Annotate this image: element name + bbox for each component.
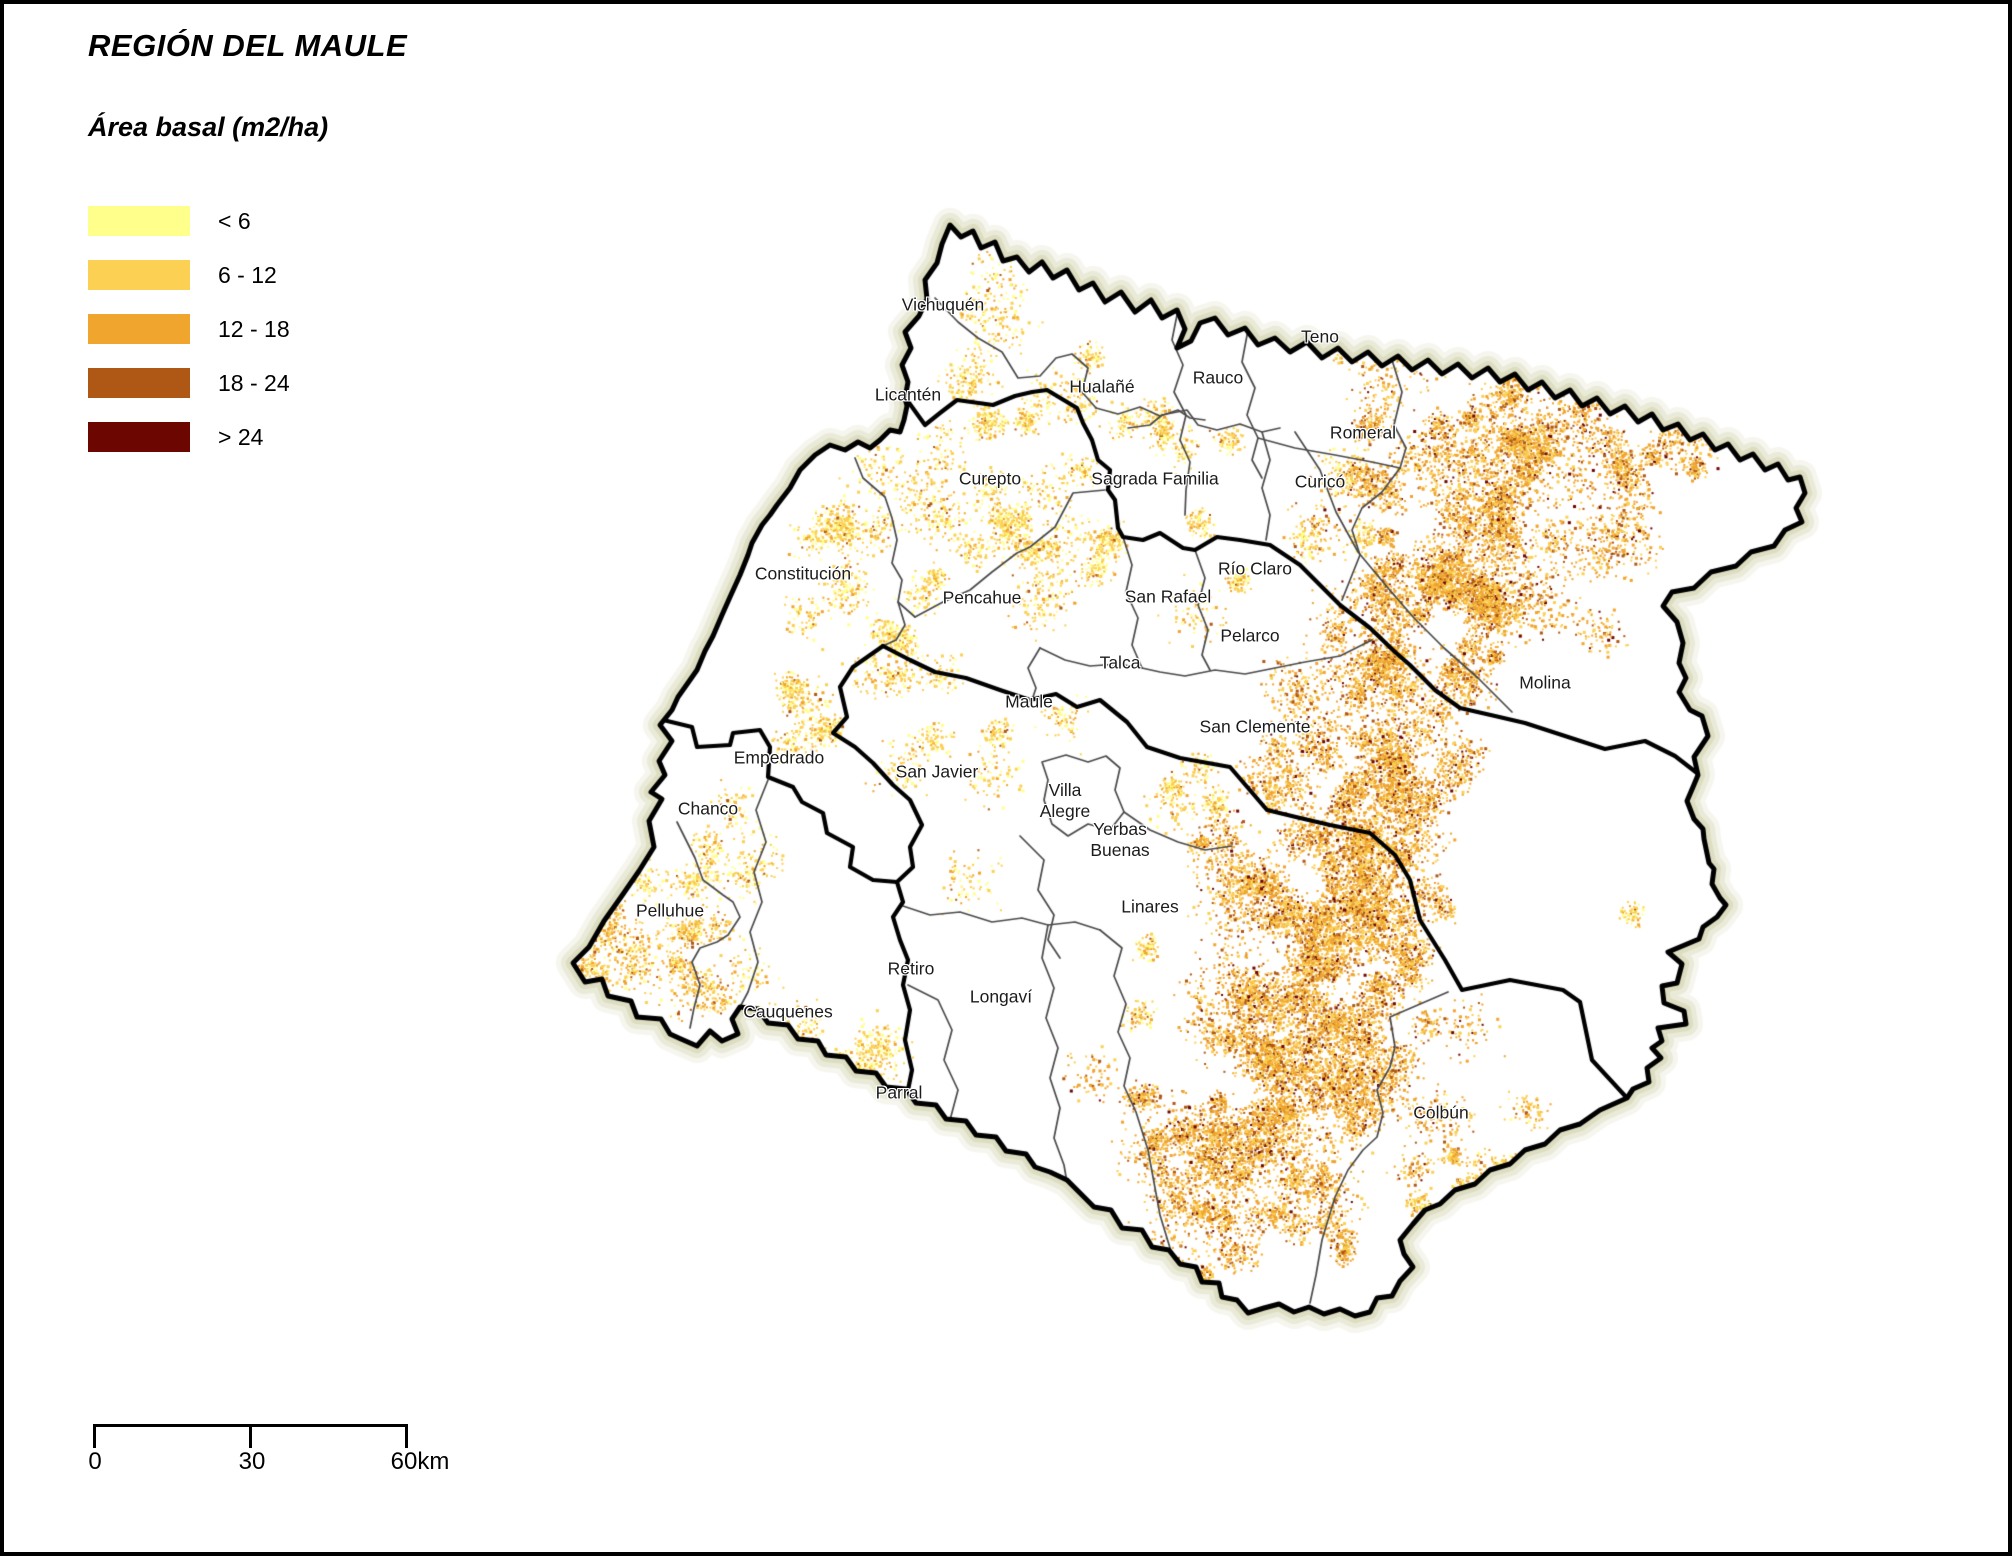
legend-label: < 6 bbox=[218, 207, 251, 234]
comuna-label: Talca bbox=[1099, 652, 1141, 673]
legend-swatch bbox=[88, 206, 190, 236]
legend-label: 12 - 18 bbox=[218, 315, 290, 342]
comuna-label: Romeral bbox=[1329, 422, 1397, 443]
legend-item: 6 - 12 bbox=[88, 260, 290, 290]
comuna-label: Río Claro bbox=[1218, 558, 1292, 579]
scale-bar bbox=[93, 1424, 408, 1448]
scale-tick bbox=[93, 1427, 96, 1448]
comuna-label: Pelluhue bbox=[635, 900, 705, 921]
comuna-label: Rauco bbox=[1192, 367, 1244, 388]
legend-item: > 24 bbox=[88, 422, 290, 452]
scale-label-0: 0 bbox=[88, 1448, 102, 1475]
comuna-label: Chanco bbox=[677, 798, 739, 819]
legend-swatch bbox=[88, 314, 190, 344]
comuna-label: San Clemente bbox=[1199, 716, 1311, 737]
comuna-label: San Rafael bbox=[1124, 586, 1212, 607]
scale-label-30: 30 bbox=[238, 1448, 266, 1475]
scale-labels: 0 30 60km bbox=[0, 1448, 520, 1478]
comuna-label: Constitución bbox=[754, 563, 852, 584]
comuna-label: Yerbas Buenas bbox=[1090, 819, 1150, 860]
comuna-label: Pelarco bbox=[1220, 625, 1280, 646]
comuna-label: Vichuquén bbox=[901, 294, 985, 315]
comuna-label: San Javier bbox=[895, 761, 979, 782]
legend-swatch bbox=[88, 260, 190, 290]
comuna-label: Longaví bbox=[969, 986, 1033, 1007]
legend-item: 12 - 18 bbox=[88, 314, 290, 344]
scale-tick bbox=[249, 1427, 252, 1448]
scale-tick bbox=[405, 1427, 408, 1448]
page-title: REGIÓN DEL MAULE bbox=[88, 28, 408, 63]
scale-label-60km: 60km bbox=[390, 1448, 450, 1475]
comuna-label: Hualañé bbox=[1069, 376, 1135, 397]
comuna-label: Cauquenes bbox=[743, 1001, 833, 1022]
legend-swatch bbox=[88, 368, 190, 398]
legend: < 6 6 - 12 12 - 18 18 - 24 > 24 bbox=[88, 206, 290, 476]
comuna-label: Parral bbox=[875, 1082, 923, 1103]
legend-label: 18 - 24 bbox=[218, 369, 290, 396]
comuna-label: Molina bbox=[1519, 672, 1571, 693]
legend-label: > 24 bbox=[218, 423, 264, 450]
comuna-label: Curicó bbox=[1294, 471, 1346, 492]
comuna-label: Curepto bbox=[958, 468, 1022, 489]
comuna-label: Sagrada Familia bbox=[1091, 468, 1219, 489]
comuna-label: Licantén bbox=[874, 384, 942, 405]
legend-swatch bbox=[88, 422, 190, 452]
legend-item: 18 - 24 bbox=[88, 368, 290, 398]
comuna-label: Teno bbox=[1301, 326, 1339, 347]
comuna-label: Villa Alegre bbox=[1039, 780, 1091, 821]
comuna-label: Linares bbox=[1121, 896, 1179, 917]
comuna-label: Retiro bbox=[887, 958, 935, 979]
comuna-label: Empedrado bbox=[733, 747, 825, 768]
comuna-label: Colbún bbox=[1413, 1102, 1469, 1123]
legend-title: Área basal (m2/ha) bbox=[88, 112, 329, 142]
comuna-label: Maule bbox=[1005, 691, 1053, 712]
legend-label: 6 - 12 bbox=[218, 261, 277, 288]
comuna-label: Pencahue bbox=[942, 587, 1022, 608]
legend-item: < 6 bbox=[88, 206, 290, 236]
